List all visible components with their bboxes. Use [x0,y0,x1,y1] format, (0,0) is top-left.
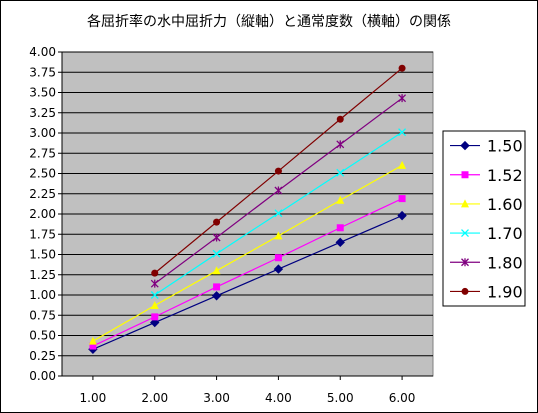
legend-marker [461,171,469,179]
series-line [92,198,403,347]
data-point [274,254,282,262]
data-point [212,233,221,242]
x-tick-label: 6.00 [389,391,416,405]
y-tick-label: 1.00 [29,288,56,302]
data-point [398,94,407,103]
y-tick-label: 0.75 [29,308,56,322]
y-tick-label: 0.25 [29,349,56,363]
series-line [92,164,403,342]
y-tick-label: 4.00 [29,45,56,59]
data-point [211,291,222,301]
legend-label: 1.52 [487,166,523,185]
data-point [397,210,407,221]
data-point [150,291,159,299]
y-tick-label: 1.50 [29,248,56,262]
y-tick-label: 2.25 [29,187,56,201]
y-tick-label: 3.25 [29,106,56,120]
legend-marker [461,229,469,238]
data-point [336,195,345,204]
y-tick-label: 3.75 [29,65,56,79]
x-tick-label: 5.00 [327,391,354,405]
data-point [274,186,283,195]
legend [442,130,526,307]
legend-label: 1.50 [487,137,523,156]
data-point [273,264,284,274]
y-tick-label: 3.50 [29,86,56,100]
series-line [92,215,403,350]
legend-label: 1.70 [487,224,523,243]
x-tick-label: 4.00 [265,391,292,405]
data-point [151,313,159,321]
legend-label: 1.80 [487,253,523,272]
data-point [398,160,407,169]
data-point [274,209,283,218]
legend-marker [461,287,469,295]
y-tick-label: 2.00 [29,207,56,221]
data-point [274,231,283,240]
data-point [88,336,97,345]
data-point [212,249,221,258]
y-tick-label: 3.00 [29,126,56,140]
x-tick-label: 1.00 [80,391,107,405]
data-point [398,64,406,72]
data-point [150,317,160,328]
data-point [89,342,97,350]
legend-marker [461,258,469,267]
data-point [336,115,344,123]
data-point [150,301,159,310]
x-tick-label: 3.00 [203,391,230,405]
y-tick-label: 2.50 [29,167,56,181]
data-point [398,128,407,137]
x-tick-label: 2.00 [141,391,168,405]
y-tick-label: 1.25 [29,268,56,282]
y-tick-label: 2.75 [29,146,56,160]
data-point [213,283,221,291]
data-point [336,168,345,177]
data-point [213,218,221,226]
data-point [212,266,221,275]
data-point [151,269,159,277]
y-tick-label: 0.50 [29,329,56,343]
data-point [274,167,282,175]
y-tick-label: 1.75 [29,227,56,241]
chart-title: 各屈折率の水中屈折力（縦軸）と通常度数（横軸）の関係 [87,13,451,30]
legend-marker [460,140,470,151]
data-point [336,140,345,149]
data-point [335,237,345,248]
data-point [150,279,159,288]
legend-marker [461,199,469,208]
y-tick-label: 0.00 [29,369,56,383]
legend-label: 1.90 [487,282,523,301]
data-point [398,195,406,203]
legend-label: 1.60 [487,195,523,214]
data-point [336,224,344,232]
